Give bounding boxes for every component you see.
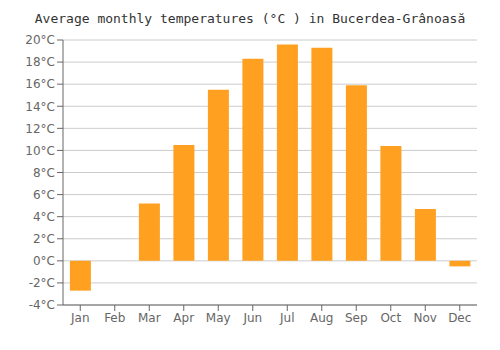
svg-text:6°C: 6°C xyxy=(33,188,55,202)
svg-text:Jun: Jun xyxy=(242,311,262,325)
svg-text:14°C: 14°C xyxy=(25,100,55,114)
svg-text:Oct: Oct xyxy=(380,311,401,325)
svg-text:20°C: 20°C xyxy=(25,33,55,47)
svg-text:12°C: 12°C xyxy=(25,122,55,136)
svg-text:16°C: 16°C xyxy=(25,77,55,91)
svg-text:May: May xyxy=(206,311,231,325)
svg-text:18°C: 18°C xyxy=(25,55,55,69)
svg-text:Jul: Jul xyxy=(279,311,294,325)
svg-text:-2°C: -2°C xyxy=(29,276,55,290)
svg-text:Feb: Feb xyxy=(104,311,125,325)
svg-text:10°C: 10°C xyxy=(25,144,55,158)
svg-text:Apr: Apr xyxy=(173,311,194,325)
svg-text:Dec: Dec xyxy=(448,311,471,325)
svg-text:8°C: 8°C xyxy=(33,166,55,180)
svg-text:-4°C: -4°C xyxy=(29,298,55,312)
svg-text:0°C: 0°C xyxy=(33,254,55,268)
svg-text:Jan: Jan xyxy=(70,311,90,325)
svg-text:Aug: Aug xyxy=(310,311,333,325)
svg-text:2°C: 2°C xyxy=(33,232,55,246)
svg-text:Nov: Nov xyxy=(414,311,437,325)
svg-text:Mar: Mar xyxy=(138,311,161,325)
html-text:Average monthly temperatures (: Average monthly temperatures (°C ) in Bu… xyxy=(34,11,466,26)
svg-text:4°C: 4°C xyxy=(33,210,55,224)
svg-text:Sep: Sep xyxy=(345,311,368,325)
